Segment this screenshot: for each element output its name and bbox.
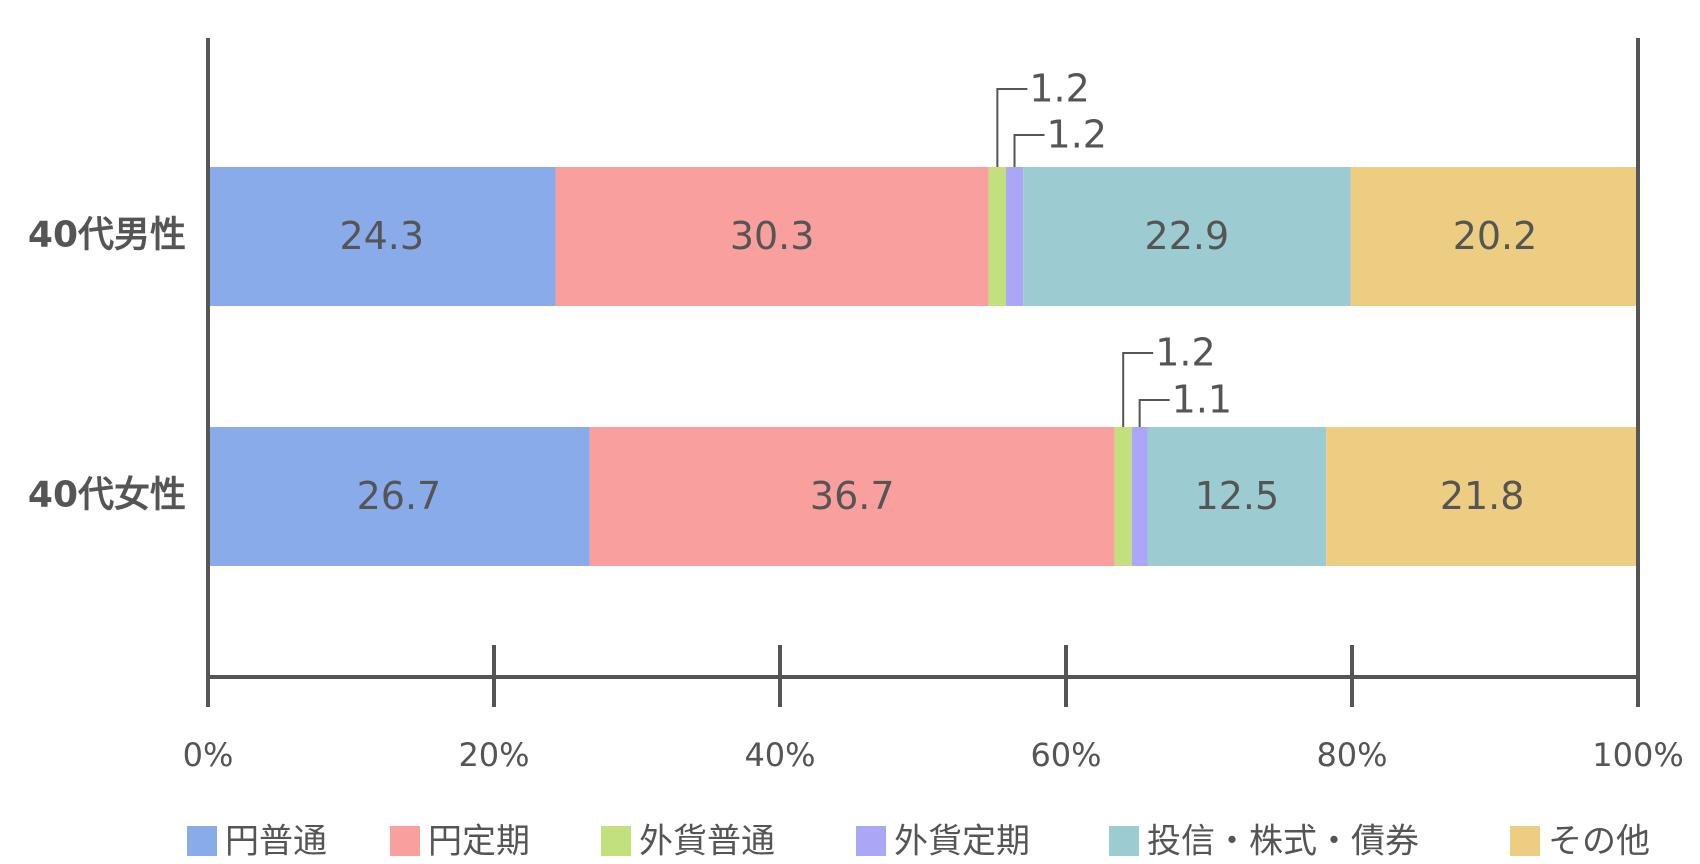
bar-segment xyxy=(1350,167,1640,306)
legend-label: 投信・株式・債券 xyxy=(1147,822,1419,862)
x-tick-label: 60% xyxy=(1030,736,1101,774)
bar-segment xyxy=(589,427,1115,566)
value-label: 1.2 xyxy=(1047,113,1107,157)
leader-line xyxy=(996,88,1028,167)
bar-segment xyxy=(988,167,1006,306)
legend-swatch xyxy=(601,826,631,856)
value-label: 30.3 xyxy=(730,214,815,258)
category-label: 40代女性 xyxy=(28,475,186,516)
value-label: 22.9 xyxy=(1145,214,1230,258)
bar-segment xyxy=(1114,427,1132,566)
value-label: 12.5 xyxy=(1195,474,1280,518)
legend-swatch xyxy=(187,826,217,856)
x-tick-label: 80% xyxy=(1316,736,1387,774)
value-label: 1.2 xyxy=(1029,67,1089,111)
bar-segment xyxy=(1023,167,1351,306)
bar-segment xyxy=(555,167,989,306)
bar-segment xyxy=(1005,167,1024,306)
leader-line xyxy=(1138,399,1170,427)
x-tick-label: 40% xyxy=(744,736,815,774)
legend-swatch xyxy=(390,826,420,856)
legend-label: 円定期 xyxy=(428,822,530,862)
value-label: 20.2 xyxy=(1453,214,1538,258)
value-label: 36.7 xyxy=(810,474,895,518)
bar-segment xyxy=(1131,427,1148,566)
legend-label: 外貨普通 xyxy=(639,822,775,862)
leader-line xyxy=(1013,134,1045,167)
leader-line xyxy=(1122,352,1154,427)
x-tick-label: 100% xyxy=(1592,736,1683,774)
x-tick-label: 20% xyxy=(458,736,529,774)
x-tick-label: 0% xyxy=(183,736,234,774)
bar-segment xyxy=(208,427,590,566)
bar-segment xyxy=(208,167,556,306)
legend-label: その他 xyxy=(1548,822,1650,862)
value-label: 26.7 xyxy=(357,474,442,518)
bar-segment xyxy=(1326,427,1638,566)
bar-segment xyxy=(1147,427,1327,566)
value-label: 1.1 xyxy=(1172,378,1232,422)
category-label: 40代男性 xyxy=(28,215,186,256)
value-label: 21.8 xyxy=(1440,474,1525,518)
legend-swatch xyxy=(1109,826,1139,856)
legend-swatch xyxy=(856,826,886,856)
legend-label: 外貨定期 xyxy=(894,822,1030,862)
legend-swatch xyxy=(1510,826,1540,856)
value-label: 24.3 xyxy=(339,214,424,258)
legend-label: 円普通 xyxy=(225,822,327,862)
value-label: 1.2 xyxy=(1155,331,1215,375)
